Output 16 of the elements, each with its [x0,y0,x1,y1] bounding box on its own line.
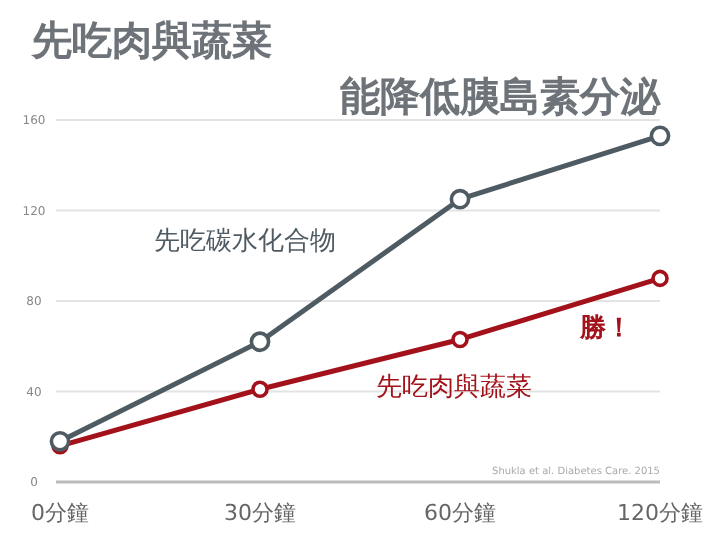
point [449,188,471,210]
x-tick-label: 0分鐘 [31,500,89,526]
chart-subtitle: 能降低胰島素分泌 [340,72,662,120]
x-tick-label: 120分鐘 [617,500,703,526]
chart-title: 先吃肉與蔬菜 [30,16,272,64]
x-tick-label: 60分鐘 [424,500,496,526]
point [651,269,669,288]
point [249,331,271,353]
point [649,125,671,147]
point [49,430,71,452]
point [451,330,469,349]
series-label: 先吃碳水化合物 [154,227,336,258]
annotation: 勝！ [578,314,632,345]
series-label: 先吃肉與蔬菜 [376,373,532,404]
point [251,380,269,399]
x-tick-label: 30分鐘 [224,500,296,526]
